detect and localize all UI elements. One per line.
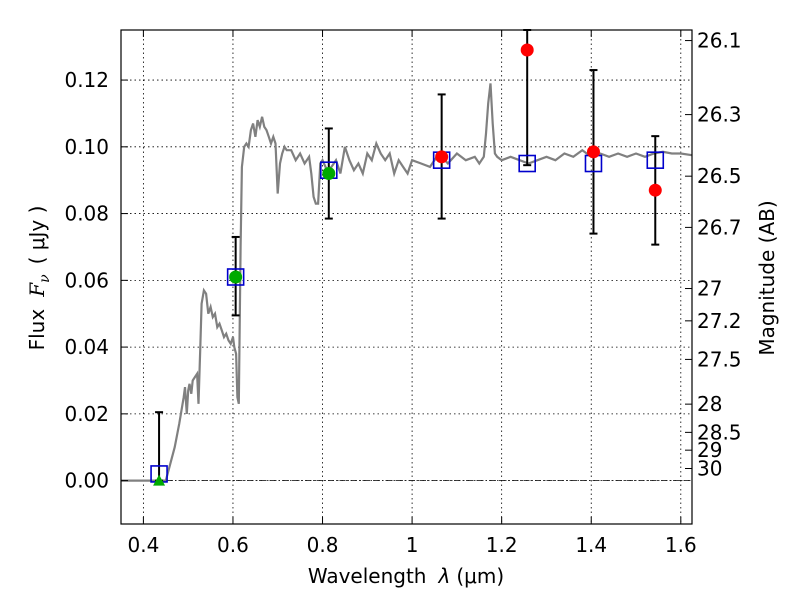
y-tick-label: 0.12 — [64, 68, 109, 92]
observed-point-circle — [648, 183, 662, 197]
mag-tick-label: 30 — [697, 456, 722, 480]
mag-tick-label: 26.5 — [697, 164, 742, 188]
observed-point-circle — [435, 150, 449, 164]
mag-tick-label: 26.7 — [697, 215, 742, 239]
x-tick-label: 1.6 — [665, 533, 697, 557]
model-point-square — [646, 151, 665, 169]
plot-frame — [120, 29, 693, 525]
observed-point-circle — [322, 167, 336, 181]
observed-photometry-points — [153, 43, 662, 486]
mag-tick-label: 26.1 — [697, 29, 742, 53]
y-tick-label: 0.08 — [64, 202, 109, 226]
model-point-square — [226, 268, 245, 286]
axis-ticks: 0.4 0.6 0.8 1 1.2 1.4 1.6 0.00 0.02 0.04 0.06 0.08 0… — [64, 29, 741, 557]
observed-point-circle — [520, 43, 534, 57]
mag-tick-label: 28.5 — [697, 420, 742, 444]
y-axis-title: FluxFν( μJy ) — [25, 206, 53, 351]
y-tick-label: 0.00 — [64, 469, 109, 493]
x-tick-label: 1.4 — [575, 533, 607, 557]
y-tick-label: 0.04 — [64, 335, 109, 359]
x-tick-label: 0.6 — [217, 533, 249, 557]
mag-tick-label: 28 — [697, 392, 722, 416]
y-tick-label: 0.02 — [64, 402, 109, 426]
y-tick-label: 0.06 — [64, 268, 109, 292]
observed-point-triangle — [153, 474, 166, 486]
y2-axis-title: Magnitude (AB) — [755, 200, 779, 355]
x-tick-label: 1 — [406, 533, 419, 557]
observed-point-circle — [586, 145, 600, 159]
mag-tick-label: 27.5 — [697, 347, 742, 371]
mag-tick-label: 27.2 — [697, 309, 742, 333]
mag-tick-label: 29 — [697, 438, 722, 462]
model-spectrum-line — [121, 83, 693, 482]
x-axis-title: Wavelength λ (μm) — [308, 564, 504, 588]
x-tick-label: 0.8 — [307, 533, 339, 557]
mag-tick-label: 26.3 — [697, 103, 742, 127]
observed-point-circle — [229, 270, 243, 284]
x-tick-label: 1.2 — [486, 533, 518, 557]
mag-tick-label: 27 — [697, 277, 722, 301]
x-tick-label: 0.4 — [127, 533, 159, 557]
y-tick-label: 0.10 — [64, 135, 109, 159]
model-point-square — [518, 154, 536, 173]
